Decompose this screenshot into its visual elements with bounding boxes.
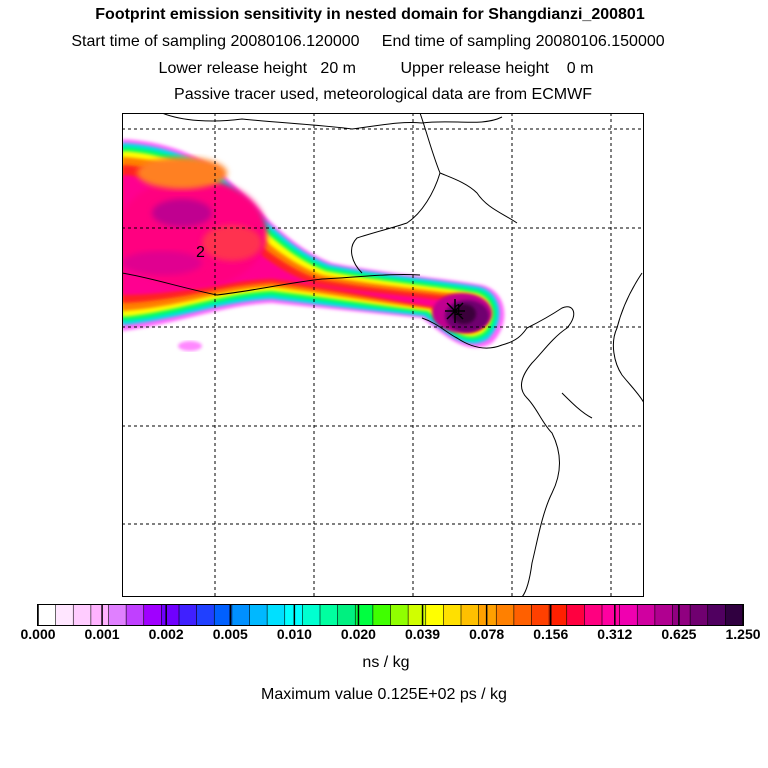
colorbar-segment	[584, 605, 603, 625]
colorbar-segment	[55, 605, 74, 625]
colorbar-segment	[725, 605, 744, 625]
tracer-info-line: Passive tracer used, meteorological data…	[174, 86, 592, 103]
colorbar-label: 0.002	[148, 626, 184, 642]
colorbar-segment	[531, 605, 550, 625]
colorbar-segment	[408, 605, 427, 625]
colorbar-segment	[372, 605, 391, 625]
marker-label-2: 2	[196, 244, 205, 261]
colorbar-segment	[443, 605, 462, 625]
colorbar-segment	[707, 605, 726, 625]
coastline	[122, 113, 644, 597]
colorbar-segment	[90, 605, 109, 625]
colorbar-segment	[143, 605, 162, 625]
colorbar-segments	[37, 605, 744, 625]
colorbar-segment	[672, 605, 691, 625]
colorbar-segment	[249, 605, 268, 625]
map-panel: 1 2	[122, 113, 644, 597]
colorbar-label: 0.039	[405, 626, 441, 642]
colorbar-segment	[214, 605, 233, 625]
colorbar-label: 0.001	[84, 626, 120, 642]
colorbar-segment	[496, 605, 515, 625]
colorbar-segment	[38, 605, 57, 625]
colorbar-label: 0.312	[597, 626, 633, 642]
colorbar-labels: 0.000 0.001 0.002 0.005 0.010 0.020 0.03…	[0, 626, 768, 646]
colorbar-segment	[231, 605, 250, 625]
colorbar-segment	[161, 605, 180, 625]
colorbar-label: 0.000	[20, 626, 56, 642]
graticule	[122, 113, 644, 597]
colorbar-segment	[337, 605, 356, 625]
plot-title: Footprint emission sensitivity in nested…	[95, 6, 645, 23]
colorbar-label: 0.020	[340, 626, 376, 642]
release-height-line: Lower release height 20 m Upper release …	[158, 60, 594, 77]
colorbar-segment	[179, 605, 198, 625]
station-marker	[445, 299, 465, 323]
colorbar-segment	[73, 605, 92, 625]
colorbar-segment	[619, 605, 638, 625]
unit-label: ns / kg	[362, 654, 410, 671]
colorbar-major-ticks	[37, 605, 744, 625]
colorbar-segment	[690, 605, 709, 625]
map-border	[122, 113, 644, 597]
colorbar-segment	[108, 605, 127, 625]
colorbar-label: 0.010	[276, 626, 312, 642]
colorbar-label: 0.078	[469, 626, 505, 642]
colorbar-label: 1.250	[725, 626, 761, 642]
colorbar-label: 0.156	[533, 626, 569, 642]
colorbar	[37, 604, 744, 626]
colorbar-segment	[602, 605, 621, 625]
colorbar-segment	[425, 605, 444, 625]
colorbar-segment	[267, 605, 286, 625]
colorbar-segment	[320, 605, 339, 625]
colorbar-segment	[355, 605, 374, 625]
colorbar-segment	[566, 605, 585, 625]
sampling-time-line: Start time of sampling 20080106.120000 E…	[71, 33, 665, 50]
colorbar-label: 0.005	[212, 626, 248, 642]
colorbar-segment	[637, 605, 656, 625]
colorbar-segment	[549, 605, 568, 625]
colorbar-label: 0.625	[661, 626, 697, 642]
colorbar-segment	[461, 605, 480, 625]
colorbar-segment	[654, 605, 673, 625]
colorbar-segment	[302, 605, 321, 625]
max-value-text: Maximum value 0.125E+02 ps / kg	[261, 686, 507, 703]
colorbar-segment	[513, 605, 532, 625]
marker-label-1: 1	[454, 302, 463, 319]
colorbar-segment	[390, 605, 409, 625]
colorbar-segment	[196, 605, 215, 625]
colorbar-segment	[478, 605, 497, 625]
colorbar-segment	[126, 605, 145, 625]
